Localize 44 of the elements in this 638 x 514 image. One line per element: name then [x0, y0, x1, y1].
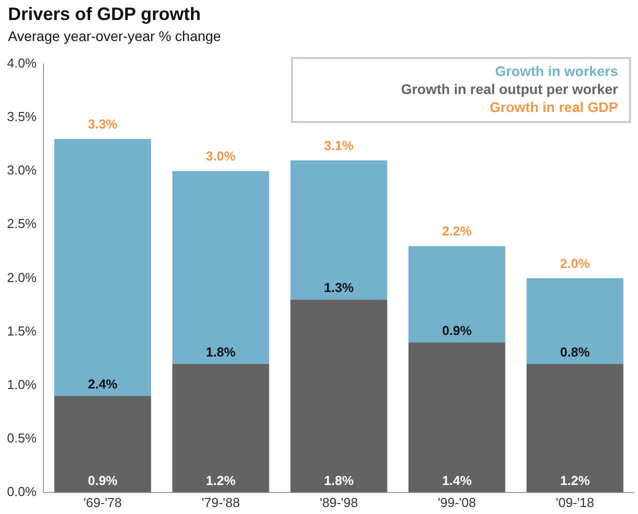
data-label: 0.9%: [442, 323, 472, 338]
total-label: 3.1%: [324, 138, 354, 153]
data-label: 0.8%: [560, 344, 590, 360]
x-tick-label: '79-'88: [202, 494, 240, 510]
x-tick-label: '89-'98: [320, 494, 358, 510]
text: Growth in workers: [495, 62, 618, 79]
bar: [408, 246, 506, 342]
y-tick-label: 2.5%: [6, 216, 38, 232]
total-label: 3.0%: [206, 148, 236, 164]
y-tick-label: 3.5%: [6, 109, 38, 124]
y-tick-label: 0.0%: [6, 484, 38, 499]
chart-subtitle: Average year-over-year % change: [8, 28, 221, 44]
bar: [172, 364, 270, 492]
data-label: 2.4%: [88, 376, 118, 392]
bar: [172, 171, 270, 364]
y-tick-label: 4.0%: [6, 56, 38, 71]
y-tick-label: 2.0%: [6, 270, 38, 285]
total-label: 2.0%: [560, 256, 590, 271]
bar: [290, 160, 388, 300]
x-tick-label: '09-'18: [556, 494, 594, 510]
x-tick-label: '99-'08: [438, 494, 476, 510]
data-label: 1.8%: [324, 472, 354, 488]
data-label: 1.8%: [206, 344, 236, 360]
total-label: 2.2%: [442, 224, 472, 239]
data-label: 1.4%: [442, 472, 472, 488]
bar: [54, 138, 152, 396]
y-tick-label: 1.0%: [6, 376, 38, 392]
y-tick-label: 3.0%: [6, 162, 38, 178]
data-label: 0.9%: [88, 472, 118, 488]
y-tick-label: 1.5%: [6, 323, 38, 338]
bar: [526, 364, 624, 492]
text: Growth in real output per worker: [400, 80, 619, 97]
bar: [526, 278, 624, 364]
data-label: 1.2%: [206, 472, 236, 488]
y-tick-label: 0.5%: [6, 430, 38, 446]
total-label: 3.3%: [88, 116, 118, 132]
bar: [408, 342, 506, 492]
bar: [290, 300, 388, 492]
bar: [54, 396, 152, 492]
data-label: 1.2%: [560, 472, 590, 488]
annotation: Growth in real GDP: [490, 98, 618, 115]
chart-title: Drivers of GDP growth: [8, 4, 201, 25]
x-tick-label: '69-'78: [84, 494, 122, 510]
data-label: 1.3%: [324, 280, 354, 296]
